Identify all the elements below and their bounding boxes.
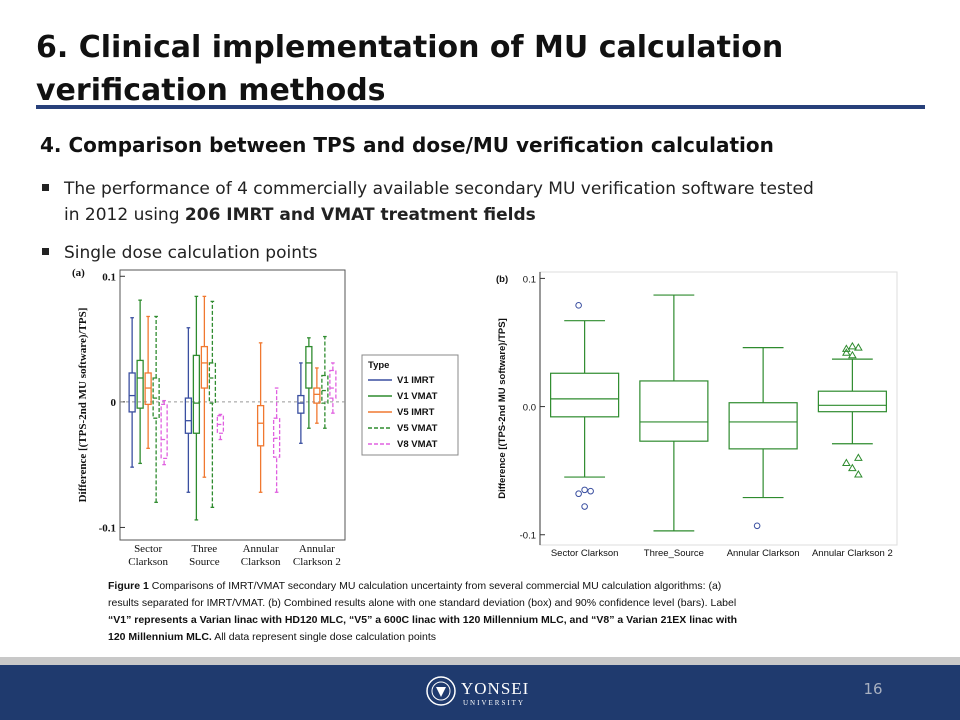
box: [550, 372, 620, 418]
bullet-text: The performance of 4 commercially availa…: [63, 179, 814, 199]
slide-title: 6. Clinical implementation of MU calcula…: [36, 30, 783, 65]
box: [184, 397, 193, 434]
outlier: [842, 458, 851, 466]
text-run: “V1” represents a Varian linac with HD12…: [108, 614, 737, 626]
x-tick-label: Source: [189, 556, 220, 568]
logo-name: YONSEI: [461, 679, 529, 698]
outlier: [848, 350, 857, 359]
box: [329, 369, 337, 399]
x-tick-label: Clarkson: [241, 556, 281, 568]
y-tick-label: 0.1: [523, 274, 536, 285]
x-tick-label: Clarkson 2: [293, 556, 341, 568]
x-tick-label: Three_Source: [644, 548, 704, 559]
box: [728, 402, 798, 450]
legend-box: [361, 354, 459, 456]
slide-title: verification methods: [36, 73, 386, 108]
legend-label: V8 VMAT: [397, 439, 438, 450]
outlier: [854, 453, 863, 461]
x-tick-label: Sector Clarkson: [551, 548, 619, 559]
y-tick-label: 0.0: [523, 403, 536, 414]
outlier: [842, 344, 851, 352]
text-run: results separated for IMRT/VMAT. (b) Com…: [108, 597, 736, 609]
x-tick-label: Three: [192, 543, 218, 555]
outlier: [842, 348, 851, 356]
outlier: [854, 343, 863, 351]
y-tick-label: 0.1: [102, 271, 116, 283]
figure: (a) Difference [(TPS-2nd MU software)/TPS…: [72, 267, 898, 568]
text-run: 206 IMRT and VMAT treatment fields: [185, 205, 536, 225]
box: [321, 374, 329, 404]
outlier: [753, 522, 761, 530]
bullet-text: Single dose calculation points: [64, 243, 318, 263]
x-tick-label: Clarkson: [128, 556, 168, 568]
text-run: 120 Millennium MLC.: [108, 631, 212, 643]
logo: YONSEI UNIVERSITY: [426, 676, 529, 707]
outlier: [848, 463, 857, 472]
box: [192, 354, 201, 434]
text-run: Comparisons of IMRT/VMAT secondary MU ca…: [149, 580, 721, 592]
legend-label: V1 IMRT: [397, 375, 435, 386]
caption-line: results separated for IMRT/VMAT. (b) Com…: [108, 597, 736, 609]
box: [128, 372, 136, 413]
bullet-list: The performance of 4 commercially availa…: [42, 179, 814, 263]
box: [313, 387, 321, 404]
box-plot: (b) Difference [(TPS-2nd MU software)/TPS…: [496, 271, 898, 559]
x-tick-label: Annular Clarkson 2: [812, 548, 893, 559]
bullet-text: in 2012 using 206 IMRT and VMAT treatmen…: [64, 205, 536, 225]
text-run: Figure 1: [108, 580, 149, 592]
footer-band: [0, 657, 960, 665]
outlier: [854, 470, 863, 478]
outlier: [848, 341, 857, 350]
legend-label: V5 VMAT: [397, 423, 438, 434]
bullet-marker: [42, 248, 49, 255]
legend-label: V5 IMRT: [397, 407, 435, 418]
legend-title: Type: [368, 360, 389, 371]
box: [817, 390, 887, 413]
title-rule: [36, 105, 925, 109]
y-tick-label: -0.1: [99, 522, 116, 534]
box: [297, 394, 305, 414]
text-run: The performance of 4 commercially availa…: [63, 179, 814, 199]
text-run: Single dose calculation points: [64, 243, 318, 263]
box: [256, 404, 265, 447]
outlier: [587, 487, 594, 495]
y-axis-label: Difference [(TPS-2nd MU software)/TPS]: [77, 308, 89, 503]
outlier: [575, 490, 582, 498]
box: [136, 359, 144, 409]
box: [639, 380, 709, 442]
legend-label: V1 VMAT: [397, 391, 438, 402]
bullet-marker: [42, 184, 49, 191]
caption: Figure 1 Comparisons of IMRT/VMAT second…: [108, 580, 737, 643]
plot-frame: [119, 269, 346, 541]
x-tick-label: Annular Clarkson: [727, 548, 800, 559]
panel-label: (b): [496, 274, 508, 285]
y-tick-label: -0.1: [520, 531, 536, 542]
footer: [0, 665, 960, 720]
outlier: [575, 302, 582, 309]
text-run: All data represent single dose calculati…: [212, 631, 436, 643]
box: [200, 345, 209, 389]
section-heading: 4. Comparison between TPS and dose/MU ve…: [40, 133, 774, 157]
box: [160, 403, 168, 460]
outlier: [581, 486, 588, 494]
box: [272, 417, 281, 458]
caption-line: Figure 1 Comparisons of IMRT/VMAT second…: [108, 580, 721, 592]
logo-sub: UNIVERSITY: [463, 699, 525, 707]
box-plot: (a) Difference [(TPS-2nd MU software)/TPS…: [72, 267, 459, 568]
panel-label: (a): [72, 267, 85, 279]
outlier: [581, 503, 588, 510]
y-axis-label: Difference [(TPS-2nd MU software)/TPS]: [497, 318, 508, 499]
caption-line: 120 Millennium MLC. All data represent s…: [108, 631, 436, 643]
caption-line: “V1” represents a Varian linac with HD12…: [108, 614, 737, 626]
x-tick-label: Sector: [134, 543, 162, 555]
box: [208, 362, 217, 404]
text-run: in 2012 using: [64, 205, 185, 225]
x-tick-label: Annular: [299, 543, 335, 555]
y-tick-label: 0: [111, 397, 117, 409]
x-tick-label: Annular: [243, 543, 279, 555]
page-number: 16: [863, 680, 882, 698]
box: [305, 345, 313, 389]
